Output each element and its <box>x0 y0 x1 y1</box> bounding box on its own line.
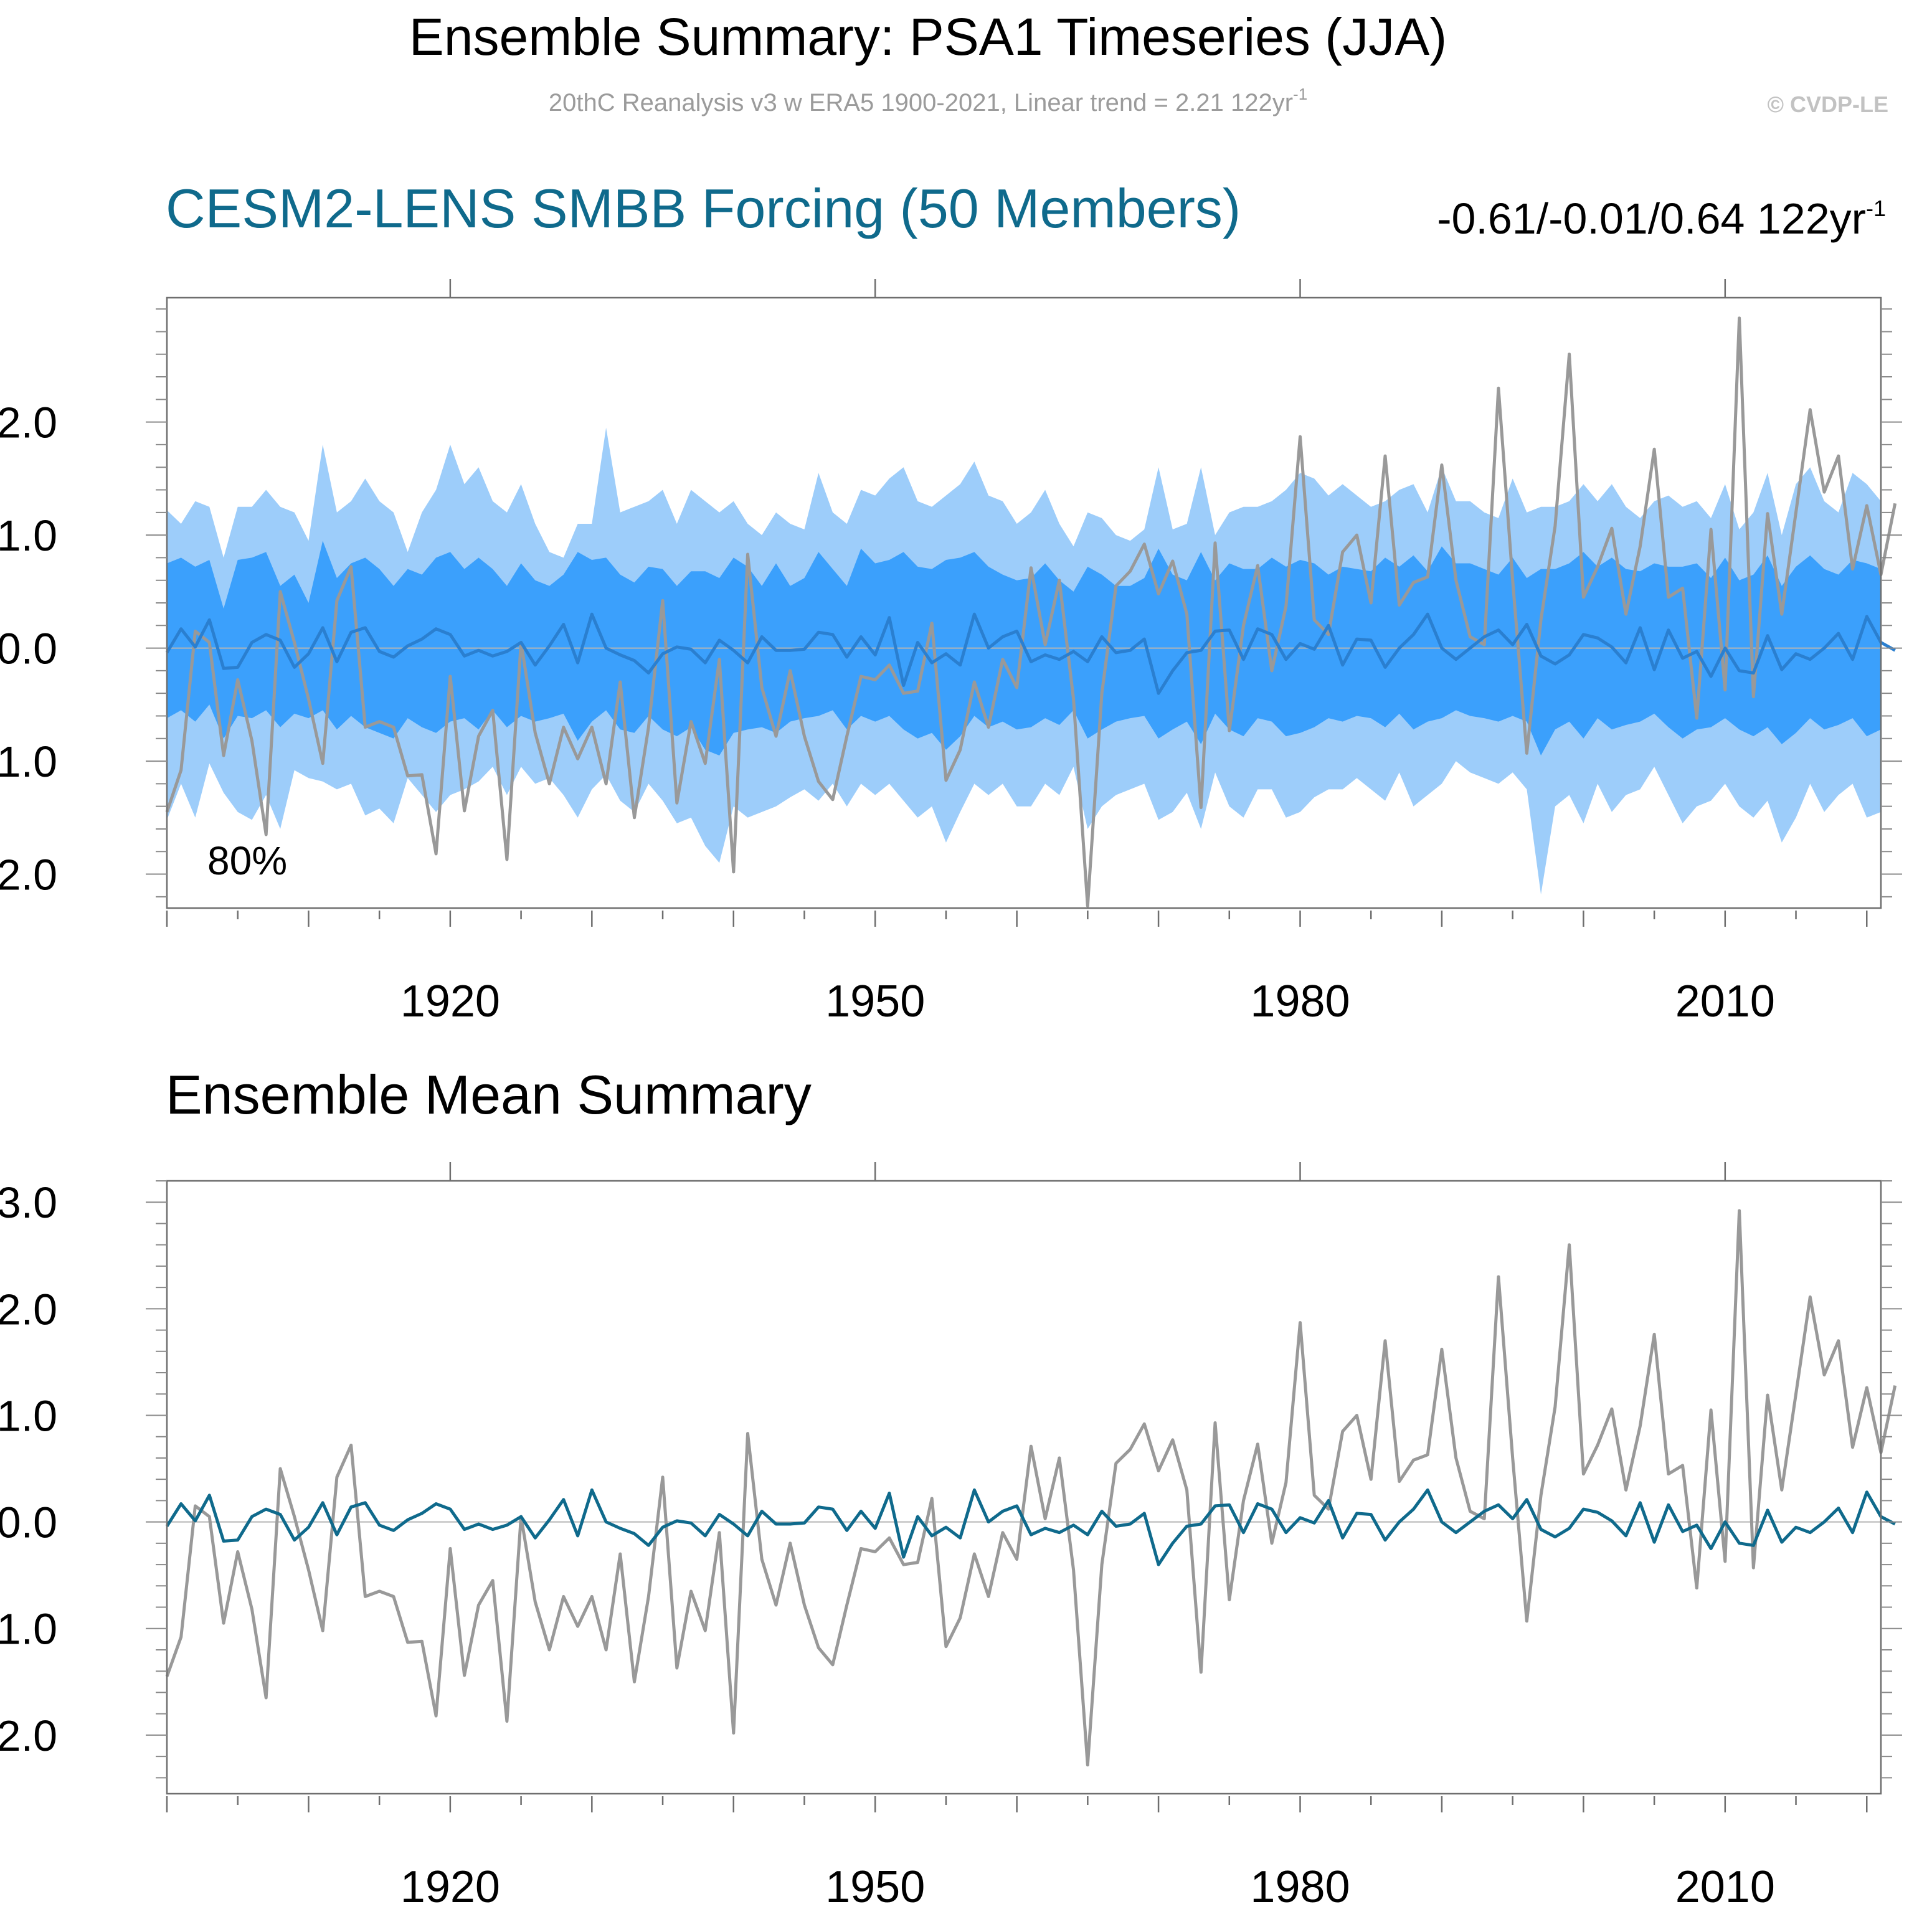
figure-title: Ensemble Summary: PSA1 Timeseries (JJA) <box>409 7 1447 66</box>
bottom-y-tick-label: 3.0 <box>0 1178 57 1227</box>
bottom-observed-line <box>165 1209 1897 1767</box>
bottom-panel-plot: 1920 1950 1980 2010 -2.0 -1.0 0.0 1.0 2.0 3.0 <box>0 1162 1902 1912</box>
bottom-y-tick-label: 1.0 <box>0 1391 57 1440</box>
figure-subtitle-sup: -1 <box>1293 85 1307 103</box>
top-x-tick-label: 1920 <box>400 977 500 1026</box>
top-x-tick-label: 1950 <box>825 977 925 1026</box>
top-panel-trend-sup: -1 <box>1866 196 1886 221</box>
top-x-tick-label: 2010 <box>1675 977 1775 1026</box>
bottom-x-tick-label: 1950 <box>825 1862 925 1912</box>
bottom-y-tick-label: 0.0 <box>0 1499 57 1547</box>
top-y-tick-label: -2.0 <box>0 851 57 899</box>
top-y-tick-label: 0.0 <box>0 625 57 673</box>
bottom-plot-area <box>167 1181 1881 1794</box>
bottom-ensemble-mean-line <box>165 1488 1896 1566</box>
bottom-panel-title: Ensemble Mean Summary <box>166 1064 812 1125</box>
bottom-y-tick-label: -1.0 <box>0 1605 57 1654</box>
top-x-tick-label: 1980 <box>1250 977 1350 1026</box>
top-ensemble-mean-line <box>165 612 1896 695</box>
bottom-y-tick-label: 2.0 <box>0 1285 57 1333</box>
top-panel-title: CESM2-LENS SMBB Forcing (50 Members) <box>166 178 1241 239</box>
figure-subtitle-text: 20thC Reanalysis v3 w ERA5 1900-2021, Li… <box>549 89 1293 116</box>
top-panel-plot: 1920 1950 1980 2010 -2.0 -1.0 0.0 1.0 2.0 80% <box>0 279 1902 1026</box>
top-observed-line <box>165 316 1897 907</box>
bottom-frame <box>166 1180 1882 1795</box>
bottom-y-tick-label: -2.0 <box>0 1712 57 1760</box>
bottom-x-tick-label: 1920 <box>400 1862 500 1912</box>
bottom-x-tick-label: 1980 <box>1250 1862 1350 1912</box>
copyright-label: © CVDP-LE <box>1767 92 1888 117</box>
bottom-x-tick-label: 2010 <box>1675 1862 1775 1912</box>
top-y-tick-label: -1.0 <box>0 737 57 786</box>
band-label: 80% <box>207 838 287 883</box>
top-y-tick-label: 2.0 <box>0 399 57 447</box>
top-y-tick-label: 1.0 <box>0 511 57 560</box>
top-panel-trend-text: -0.61/-0.01/0.64 122yr <box>1437 194 1866 243</box>
figure-subtitle: 20thC Reanalysis v3 w ERA5 1900-2021, Li… <box>549 85 1307 116</box>
top-panel-trend: -0.61/-0.01/0.64 122yr-1 <box>1437 194 1886 243</box>
